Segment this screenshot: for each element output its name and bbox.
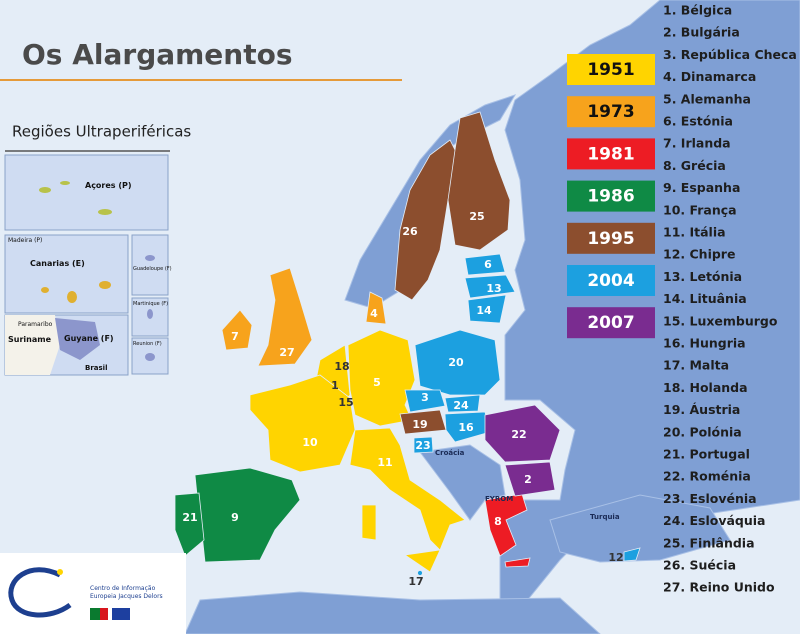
place-label: Turquia (590, 513, 620, 521)
inset-label: Guadeloupe (F) (133, 266, 172, 272)
logo-mark (8, 567, 72, 618)
map-label: 17 (408, 575, 423, 588)
legend-swatch (567, 96, 655, 128)
map-label: 16 (458, 421, 474, 434)
country-item: 5. Alemanha (663, 91, 751, 106)
map-label: 8 (494, 515, 502, 528)
map-label: 2 (524, 473, 532, 486)
place-label: FYROM (485, 495, 513, 503)
inset-label: Paramaribo (18, 321, 53, 328)
map-label: 22 (511, 428, 526, 441)
legend-label: 1986 (587, 187, 634, 207)
country-item: 16. Hungria (663, 336, 746, 351)
inset-label: Guyane (F) (64, 334, 114, 343)
country-item: 10. França (663, 202, 737, 217)
map-label: 20 (448, 356, 464, 369)
country-item: 22. Roménia (663, 469, 751, 484)
legend-label: 2004 (587, 271, 634, 291)
country-item: 20. Polónia (663, 424, 742, 439)
logo-box (0, 553, 186, 634)
country-item: 24. Eslováquia (663, 513, 766, 528)
country-item: 11. Itália (663, 225, 726, 240)
map-label: 5 (373, 376, 381, 389)
country-item: 7. Irlanda (663, 136, 731, 151)
map-label: 27 (279, 346, 294, 359)
country-item: 4. Dinamarca (663, 69, 756, 84)
map-label: 3 (421, 391, 429, 404)
map-label: 9 (231, 511, 239, 524)
legend-swatch (567, 307, 655, 339)
logo-text: Europeia Jacques Delors (90, 593, 163, 600)
map-label: 10 (302, 436, 318, 449)
legend-label: 1951 (587, 60, 634, 80)
legend-swatch (567, 54, 655, 85)
legend-label: 1973 (587, 102, 634, 122)
logo-flag (112, 608, 130, 620)
inset-label: Martinique (F) (133, 301, 168, 307)
logo-star (57, 569, 63, 575)
inset-label: Reunion (F) (133, 341, 162, 347)
logo-flag (100, 608, 108, 620)
inset-label: Suriname (8, 335, 52, 344)
map-label: 13 (486, 282, 501, 295)
map-label: 12 (608, 551, 623, 564)
map-label: 24 (453, 399, 469, 412)
inset-label: Açores (P) (85, 181, 132, 190)
country-item: 12. Chipre (663, 247, 735, 262)
legend-label: 2007 (587, 313, 634, 333)
map-label: 18 (334, 360, 349, 373)
title: Os Alargamentos (22, 38, 293, 71)
inset-label: Brasil (85, 364, 107, 372)
legend-swatch (567, 265, 655, 296)
country-item: 21. Portugal (663, 447, 750, 462)
legend-swatch (567, 222, 655, 254)
inset-label: Canarias (E) (30, 259, 85, 268)
country-item: 19. Áustria (663, 402, 740, 417)
country-item: 15. Luxemburgo (663, 313, 778, 328)
country-item: 23. Eslovénia (663, 491, 757, 506)
eu-members (174, 111, 641, 576)
map-label: 6 (484, 258, 492, 271)
map-label: 19 (412, 418, 427, 431)
map-label: 21 (182, 511, 197, 524)
logo-text: Centro de Informação (90, 585, 156, 592)
map-label: 26 (402, 225, 418, 238)
country-item: 8. Grécia (663, 158, 726, 173)
legend: 1951 1973 1981 1986 1995 2004 2007 (567, 54, 655, 339)
map-label: 15 (338, 396, 353, 409)
country-item: 6. Estónia (663, 114, 733, 129)
map-label: 14 (476, 304, 492, 317)
legend-swatch (567, 138, 655, 170)
country-item: 18. Holanda (663, 380, 748, 395)
country-list: 1. Bélgica 2. Bulgária 3. República Checa 4… (663, 3, 797, 595)
country-item: 17. Malta (663, 358, 729, 373)
inset-label: Madeira (P) (8, 237, 42, 244)
legend-label: 1995 (587, 229, 634, 249)
country-item: 25. Finlândia (663, 535, 755, 550)
country-item: 26. Suécia (663, 558, 736, 573)
subtitle: Regiões Ultraperiféricas (12, 123, 191, 141)
country-item: 3. República Checa (663, 47, 797, 62)
legend-swatch (567, 180, 655, 212)
map-label: 1 (331, 379, 339, 392)
country-item: 1. Bélgica (663, 3, 732, 18)
country-item: 13. Letónia (663, 269, 742, 284)
country-item: 27. Reino Unido (663, 580, 775, 595)
country-item: 14. Lituânia (663, 291, 747, 306)
insets (4, 154, 169, 376)
map-label: 23 (415, 439, 430, 452)
country-item: 2. Bulgária (663, 25, 740, 40)
place-label: Croácia (435, 449, 465, 457)
legend-label: 1981 (587, 144, 634, 164)
map-label: 11 (377, 456, 392, 469)
country-item: 9. Espanha (663, 180, 740, 195)
map-label: 7 (231, 330, 239, 343)
map-labels: 26 25 27 7 4 5 18 1 15 10 11 9 21 8 19 2… (182, 210, 623, 588)
map-label: 4 (370, 307, 378, 320)
map-label: 25 (469, 210, 484, 223)
